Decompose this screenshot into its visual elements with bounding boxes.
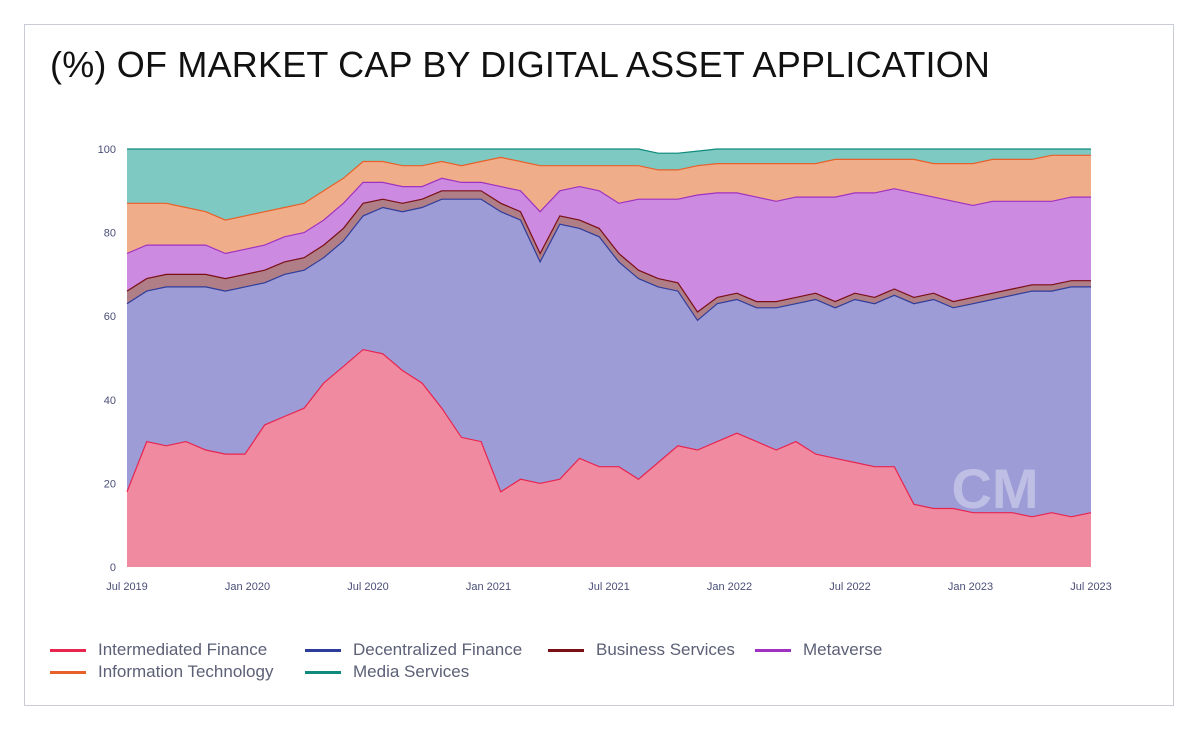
y-tick-label: 80 [104,228,116,240]
legend-item[interactable]: Intermediated Finance [50,640,267,660]
y-tick-label: 40 [104,395,116,407]
legend-label: Information Technology [98,662,274,681]
x-tick-label: Jul 2023 [1070,581,1112,593]
legend-item[interactable]: Business Services [548,640,735,660]
legend-swatch [548,648,584,652]
y-tick-label: 100 [98,144,116,156]
area-intermediated-finance [127,349,1091,567]
area-decentralized-finance [127,199,1091,517]
line-media-services [127,148,1091,154]
y-tick-label: 20 [104,478,116,490]
legend-label: Metaverse [803,640,883,659]
legend-label: Media Services [353,662,470,681]
line-business-services [126,190,1091,313]
legend-swatch [50,670,86,674]
line-intermediated-finance [126,348,1092,518]
legend-label: Intermediated Finance [98,640,268,659]
page-title: (%) OF MARKET CAP BY DIGITAL ASSET APPLI… [50,44,991,85]
line-decentralized-finance [126,198,1091,322]
series-areas [126,148,1092,567]
x-tick-label: Jul 2022 [829,581,871,593]
legend-label: Business Services [596,640,735,659]
x-tick-label: Jul 2020 [347,581,389,593]
watermark-logo: CM [951,457,1038,520]
legend-swatch [305,648,341,652]
y-tick-label: 0 [110,562,116,574]
x-tick-label: Jan 2021 [466,581,511,593]
legend-item[interactable]: Information Technology [50,662,273,682]
legend-item[interactable]: Media Services [305,662,469,682]
area-media-services [127,149,1091,221]
line-metaverse [126,177,1091,255]
legend-swatch [305,670,341,674]
x-tick-label: Jul 2021 [588,581,630,593]
area-information-technology [127,155,1091,254]
area-business-services [127,190,1091,321]
y-tick-label: 60 [104,311,116,323]
legend-swatch [50,648,86,652]
x-axis: Jul 2019 Jan 2020 Jul 2020 Jan 2021 Jul 2021… [106,581,1112,593]
x-tick-label: Jan 2020 [225,581,270,593]
line-information-technology [127,154,1091,221]
legend-item[interactable]: Decentralized Finance [305,640,522,660]
legend-swatch [755,648,791,652]
area-metaverse [127,178,1091,312]
x-tick-label: Jan 2022 [707,581,752,593]
x-tick-label: Jul 2019 [106,581,148,593]
y-axis: 0 20 40 60 80 100 [98,144,116,574]
legend-item[interactable]: Metaverse [755,640,882,660]
x-tick-label: Jan 2023 [948,581,993,593]
legend-label: Decentralized Finance [353,640,523,659]
